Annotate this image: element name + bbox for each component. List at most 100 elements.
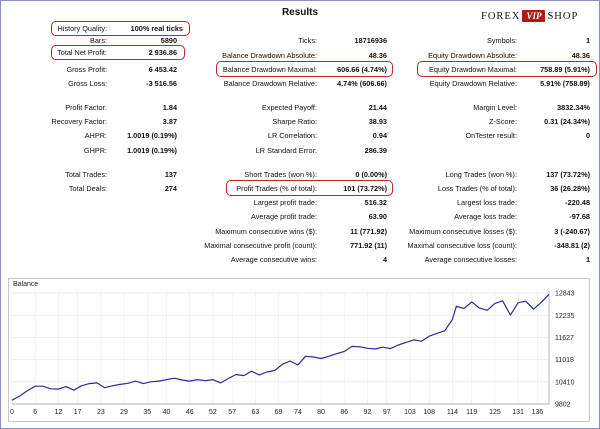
stat-label: Equity Drawdown Absolute:: [428, 51, 517, 60]
stat-label: Equity Drawdown Maximal:: [429, 65, 517, 74]
highlight-history-quality: [51, 21, 190, 36]
stat-value: 48.36: [571, 51, 590, 60]
stat-value: 1.0019 (0.19%): [127, 131, 177, 140]
stat-value: 63.90: [368, 212, 387, 221]
stat-value: 100% real ticks: [130, 24, 183, 33]
stat-value: -97.68: [569, 212, 590, 221]
stat-value: 48.36: [368, 51, 387, 60]
results-stats: History Quality: 100% real ticks Bars: 5…: [51, 21, 597, 264]
stat-label: Total Trades:: [65, 170, 107, 179]
x-tick-label: 103: [404, 409, 416, 416]
x-tick-label: 119: [466, 409, 477, 416]
x-tick-label: 29: [120, 409, 128, 416]
y-tick-label: 12843: [555, 291, 575, 298]
stat-label: Maximal consecutive profit (count):: [204, 241, 317, 250]
highlight-balance-drawdown-maximal: [216, 61, 393, 77]
x-tick-label: 125: [489, 409, 501, 416]
stat-label: GHPR:: [83, 146, 107, 155]
stat-value: 2 936.86: [148, 48, 177, 57]
stat-label: Symbols:: [486, 36, 517, 45]
stat-label: Margin Level:: [473, 103, 517, 112]
x-tick-label: 97: [383, 409, 391, 416]
x-tick-label: 57: [228, 409, 236, 416]
stat-label: LR Standard Error:: [255, 146, 317, 155]
stat-value: -348.81 (2): [554, 241, 590, 250]
stat-value: 758.89 (5.91%): [540, 65, 590, 74]
stat-label: LR Correlation:: [267, 131, 317, 140]
stat-label: Balance Drawdown Maximal:: [222, 65, 317, 74]
stat-value: 516.32: [364, 198, 387, 207]
stat-label: Loss Trades (% of total):: [437, 184, 517, 193]
stat-value: 21.44: [368, 103, 387, 112]
stat-label: Gross Loss:: [68, 79, 107, 88]
logo-text-right: SHOP: [547, 11, 579, 22]
stat-label: Maximum consecutive wins ($):: [215, 227, 317, 236]
stat-label: Expected Payoff:: [261, 103, 317, 112]
stat-label: Profit Factor:: [65, 103, 107, 112]
highlight-total-net-profit: [51, 45, 185, 60]
x-tick-label: 86: [340, 409, 348, 416]
x-tick-label: 40: [163, 409, 171, 416]
stat-label: Average consecutive losses:: [424, 255, 517, 264]
stat-label: Z-Score:: [489, 117, 517, 126]
stat-value: 137 (73.72%): [546, 170, 590, 179]
stat-label: Maximum consecutive losses ($):: [409, 227, 517, 236]
x-tick-label: 92: [364, 409, 372, 416]
x-tick-label: 17: [74, 409, 82, 416]
stat-value: 36 (26.28%): [550, 184, 590, 193]
stat-value: 0.94: [372, 131, 387, 140]
stat-value: 606.66 (4.74%): [337, 65, 387, 74]
stat-label: Total Net Profit:: [57, 48, 107, 57]
stat-value: 4: [382, 255, 387, 264]
stat-value: 0.31 (24.34%): [544, 117, 590, 126]
stat-label: History Quality:: [57, 24, 107, 33]
x-tick-label: 80: [317, 409, 325, 416]
x-tick-label: 114: [447, 409, 458, 416]
stat-value: 38.93: [368, 117, 387, 126]
stat-label: Balance Drawdown Absolute:: [222, 51, 317, 60]
y-tick-label: 12235: [555, 313, 575, 320]
y-tick-label: 11627: [555, 335, 574, 342]
x-tick-label: 46: [186, 409, 194, 416]
y-tick-label: 10410: [555, 379, 575, 386]
stat-value: 3.87: [162, 117, 177, 126]
stat-value: 5.91% (758.89): [540, 79, 590, 88]
stat-label: Average loss trade:: [454, 212, 517, 221]
stat-value: 137: [164, 170, 177, 179]
stat-value: 1.0019 (0.19%): [127, 146, 177, 155]
stat-value: 0 (0.00%): [355, 170, 387, 179]
stat-label: OnTester result:: [465, 131, 517, 140]
x-tick-label: 63: [251, 409, 259, 416]
stat-label: Average consecutive wins:: [230, 255, 317, 264]
stat-value: 3 (-240.67): [554, 227, 590, 236]
highlight-equity-drawdown-maximal: [417, 61, 597, 77]
stat-value: 1: [585, 255, 590, 264]
y-tick-label: 9802: [555, 402, 571, 409]
balance-chart-svg: 9802 10410 11018 11627 12235 12843 0 6 12 17 23 29 3…: [10, 291, 575, 416]
logo-badge: VIP: [522, 10, 546, 22]
x-tick-label: 12: [54, 409, 62, 416]
stat-value: 6 453.42: [148, 65, 177, 74]
balance-series-line: [11, 293, 550, 401]
highlight-profit-trades: [226, 180, 393, 196]
stat-value: -220.48: [565, 198, 590, 207]
stat-label: Balance Drawdown Relative:: [223, 79, 317, 88]
stat-label: Profit Trades (% of total):: [236, 184, 317, 193]
chart-title: Balance: [13, 281, 39, 288]
stat-value: 1: [585, 36, 590, 45]
stat-value: 771.92 (11): [350, 241, 387, 250]
stat-label: Largest profit trade:: [253, 198, 317, 207]
stat-label: Ticks:: [298, 36, 317, 45]
stat-value: 18716936: [354, 36, 387, 45]
stat-label: Sharpe Ratio:: [272, 117, 317, 126]
x-tick-label: 23: [97, 409, 105, 416]
stat-label: Maximal consecutive loss (count):: [407, 241, 518, 250]
y-tick-label: 11018: [555, 357, 574, 364]
stat-value: 5890: [160, 36, 177, 45]
x-tick-label: 6: [33, 409, 37, 416]
stat-value: 274: [164, 184, 177, 193]
stat-value: 101 (73.72%): [343, 184, 387, 193]
brand-logo: FOREX VIP SHOP: [481, 10, 578, 24]
stat-label: Gross Profit:: [66, 65, 107, 74]
page-title: Results: [281, 7, 319, 18]
